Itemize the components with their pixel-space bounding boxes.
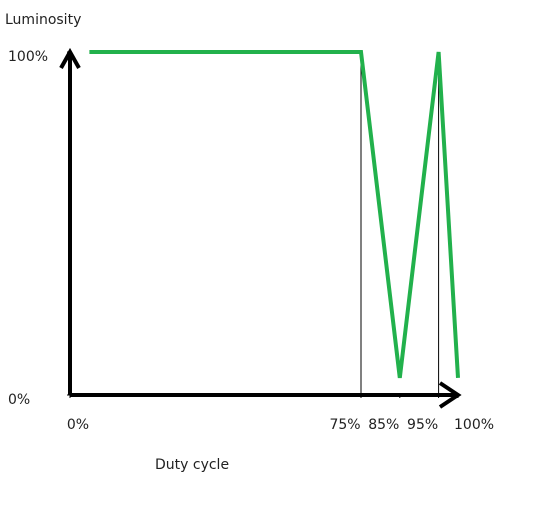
- x-tick-label: 95%: [407, 417, 438, 433]
- x-axis-label: Duty cycle: [155, 457, 229, 473]
- x-tick-label: 0%: [67, 417, 89, 433]
- data-line: [89, 50, 460, 379]
- y-tick-label: 100%: [8, 49, 48, 65]
- x-tick-label: 75%: [329, 417, 360, 433]
- y-tick-label: 0%: [8, 392, 30, 408]
- x-tick-label: 85%: [368, 417, 399, 433]
- x-tick-label: 100%: [454, 417, 494, 433]
- y-axis-label: Luminosity: [5, 12, 81, 28]
